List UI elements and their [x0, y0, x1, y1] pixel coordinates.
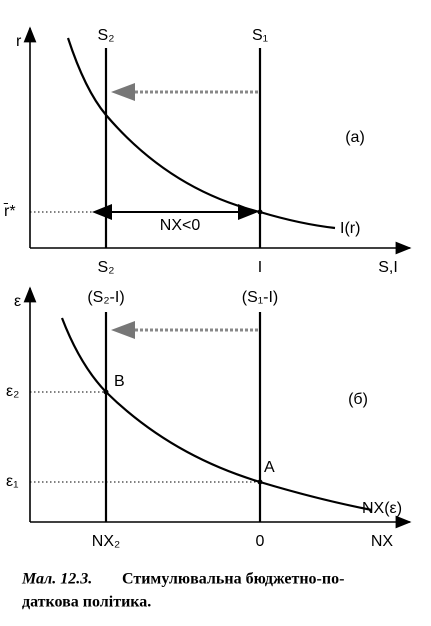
point	[257, 479, 263, 485]
axis-label: S₂	[98, 259, 115, 276]
nx-curve	[60, 317, 373, 512]
axis-label: 0	[256, 533, 265, 550]
point-label: A	[264, 459, 275, 476]
axis-label: ε	[14, 293, 21, 310]
point-label: B	[114, 373, 125, 390]
axis-label: S,I	[378, 259, 398, 276]
axis-label: ε₂	[6, 383, 19, 400]
caption-text: Стимулювальна бюджетно-по-	[122, 571, 344, 588]
gap-label: NX<0	[160, 217, 201, 234]
line-label: (S₂-I)	[87, 289, 124, 306]
axis-label: r	[16, 33, 22, 50]
caption-label: Мал. 12.3.	[21, 571, 92, 588]
axis-label: NX	[371, 533, 394, 550]
curve-label: NX(ε)	[362, 500, 402, 517]
line-label: S₁	[252, 27, 268, 44]
investment-curve	[66, 37, 336, 230]
panel-label: (б)	[348, 391, 368, 408]
panel-label: (a)	[345, 129, 365, 146]
curve-label: I(r)	[340, 220, 360, 237]
line-label: S₂	[98, 27, 115, 44]
top-panel: r S₂ S₁ (a) r̄* NX<0 I(r) S₂ I S,I	[3, 26, 412, 276]
caption-text: даткова політика.	[22, 594, 151, 611]
bottom-panel: ε (S₂-I) (S₁-I) ε₂ B (б) ε₁ A NX(ε) NX₂ …	[6, 286, 412, 550]
axis-label: NX₂	[92, 533, 120, 550]
axis-label: ε₁	[6, 473, 19, 490]
point	[257, 209, 263, 215]
axis-label: I	[258, 259, 262, 276]
point	[103, 389, 109, 395]
axis-label: r̄*	[3, 202, 16, 220]
line-label: (S₁-I)	[242, 289, 279, 306]
caption: Мал. 12.3. Стимулювальна бюджетно-по- да…	[21, 571, 344, 611]
